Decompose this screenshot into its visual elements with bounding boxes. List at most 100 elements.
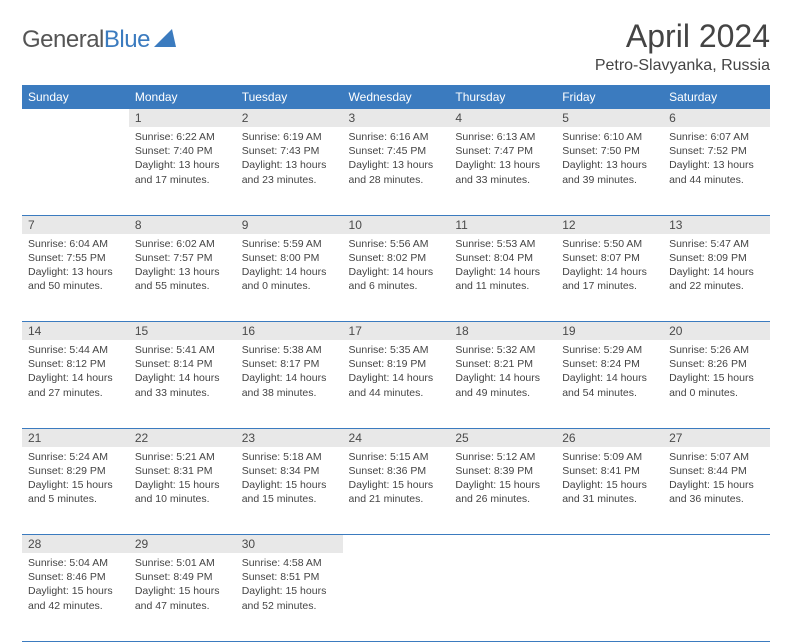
sunrise-line: Sunrise: 5:50 AM [562, 237, 657, 251]
day-number: 16 [236, 322, 343, 340]
sunset-line: Sunset: 8:36 PM [349, 464, 444, 478]
day-details: Sunrise: 5:41 AMSunset: 8:14 PMDaylight:… [129, 340, 236, 406]
day-cell [22, 127, 129, 215]
daylight-line: Daylight: 13 hours and 44 minutes. [669, 158, 764, 186]
day-number-cell [663, 535, 770, 554]
day-details: Sunrise: 5:24 AMSunset: 8:29 PMDaylight:… [22, 447, 129, 513]
day-cell: Sunrise: 6:22 AMSunset: 7:40 PMDaylight:… [129, 127, 236, 215]
day-number-cell: 11 [449, 215, 556, 234]
day-number: 29 [129, 535, 236, 553]
day-cell: Sunrise: 6:16 AMSunset: 7:45 PMDaylight:… [343, 127, 450, 215]
day-number-cell: 15 [129, 322, 236, 341]
daylight-line: Daylight: 15 hours and 36 minutes. [669, 478, 764, 506]
day-number-row: 123456 [22, 109, 770, 127]
sunrise-line: Sunrise: 5:01 AM [135, 556, 230, 570]
day-cell: Sunrise: 6:13 AMSunset: 7:47 PMDaylight:… [449, 127, 556, 215]
month-title: April 2024 [595, 18, 770, 55]
day-number: 9 [236, 216, 343, 234]
day-number-row: 282930 [22, 535, 770, 554]
header: GeneralBlue April 2024 Petro-Slavyanka, … [22, 18, 770, 75]
day-number: 12 [556, 216, 663, 234]
daylight-line: Daylight: 14 hours and 49 minutes. [455, 371, 550, 399]
sunrise-line: Sunrise: 5:56 AM [349, 237, 444, 251]
daylight-line: Daylight: 13 hours and 39 minutes. [562, 158, 657, 186]
sunrise-line: Sunrise: 6:02 AM [135, 237, 230, 251]
day-details: Sunrise: 5:15 AMSunset: 8:36 PMDaylight:… [343, 447, 450, 513]
logo-part2: Blue [104, 26, 150, 53]
day-details: Sunrise: 5:29 AMSunset: 8:24 PMDaylight:… [556, 340, 663, 406]
sunrise-line: Sunrise: 5:41 AM [135, 343, 230, 357]
daylight-line: Daylight: 15 hours and 52 minutes. [242, 584, 337, 612]
day-number: 17 [343, 322, 450, 340]
sunset-line: Sunset: 7:43 PM [242, 144, 337, 158]
day-cell: Sunrise: 6:02 AMSunset: 7:57 PMDaylight:… [129, 234, 236, 322]
daylight-line: Daylight: 14 hours and 54 minutes. [562, 371, 657, 399]
weekday-header: Monday [129, 85, 236, 109]
day-number-cell: 26 [556, 428, 663, 447]
day-number: 14 [22, 322, 129, 340]
day-number-cell: 24 [343, 428, 450, 447]
day-details: Sunrise: 5:26 AMSunset: 8:26 PMDaylight:… [663, 340, 770, 406]
day-number-cell: 10 [343, 215, 450, 234]
title-block: April 2024 Petro-Slavyanka, Russia [595, 18, 770, 75]
day-details: Sunrise: 6:19 AMSunset: 7:43 PMDaylight:… [236, 127, 343, 193]
logo: GeneralBlue [22, 26, 176, 54]
day-number-cell [22, 109, 129, 127]
daylight-line: Daylight: 15 hours and 0 minutes. [669, 371, 764, 399]
sunset-line: Sunset: 8:26 PM [669, 357, 764, 371]
day-number-row: 78910111213 [22, 215, 770, 234]
sunset-line: Sunset: 8:39 PM [455, 464, 550, 478]
sunrise-line: Sunrise: 6:07 AM [669, 130, 764, 144]
day-cell: Sunrise: 5:47 AMSunset: 8:09 PMDaylight:… [663, 234, 770, 322]
day-cell [343, 553, 450, 641]
sunset-line: Sunset: 7:47 PM [455, 144, 550, 158]
sunrise-line: Sunrise: 5:47 AM [669, 237, 764, 251]
sunset-line: Sunset: 8:41 PM [562, 464, 657, 478]
day-number: 19 [556, 322, 663, 340]
day-number-cell: 13 [663, 215, 770, 234]
sunrise-line: Sunrise: 4:58 AM [242, 556, 337, 570]
sunrise-line: Sunrise: 5:29 AM [562, 343, 657, 357]
day-details: Sunrise: 5:12 AMSunset: 8:39 PMDaylight:… [449, 447, 556, 513]
sunset-line: Sunset: 8:14 PM [135, 357, 230, 371]
weekday-header: Saturday [663, 85, 770, 109]
day-number-cell: 9 [236, 215, 343, 234]
day-content-row: Sunrise: 6:04 AMSunset: 7:55 PMDaylight:… [22, 234, 770, 322]
day-number: 23 [236, 429, 343, 447]
sunrise-line: Sunrise: 5:09 AM [562, 450, 657, 464]
day-details: Sunrise: 5:09 AMSunset: 8:41 PMDaylight:… [556, 447, 663, 513]
day-cell [556, 553, 663, 641]
daylight-line: Daylight: 15 hours and 15 minutes. [242, 478, 337, 506]
daylight-line: Daylight: 13 hours and 33 minutes. [455, 158, 550, 186]
day-cell: Sunrise: 5:41 AMSunset: 8:14 PMDaylight:… [129, 340, 236, 428]
day-details: Sunrise: 6:13 AMSunset: 7:47 PMDaylight:… [449, 127, 556, 193]
day-details: Sunrise: 5:01 AMSunset: 8:49 PMDaylight:… [129, 553, 236, 619]
sunset-line: Sunset: 8:29 PM [28, 464, 123, 478]
day-details: Sunrise: 5:21 AMSunset: 8:31 PMDaylight:… [129, 447, 236, 513]
daylight-line: Daylight: 15 hours and 31 minutes. [562, 478, 657, 506]
daylight-line: Daylight: 15 hours and 5 minutes. [28, 478, 123, 506]
day-number: 28 [22, 535, 129, 553]
day-cell: Sunrise: 5:07 AMSunset: 8:44 PMDaylight:… [663, 447, 770, 535]
day-number: 15 [129, 322, 236, 340]
day-details: Sunrise: 5:04 AMSunset: 8:46 PMDaylight:… [22, 553, 129, 619]
sunrise-line: Sunrise: 5:04 AM [28, 556, 123, 570]
day-details: Sunrise: 6:10 AMSunset: 7:50 PMDaylight:… [556, 127, 663, 193]
day-number-cell [343, 535, 450, 554]
weekday-header: Tuesday [236, 85, 343, 109]
day-details: Sunrise: 5:53 AMSunset: 8:04 PMDaylight:… [449, 234, 556, 300]
day-number-cell: 28 [22, 535, 129, 554]
sunrise-line: Sunrise: 5:35 AM [349, 343, 444, 357]
sunset-line: Sunset: 8:34 PM [242, 464, 337, 478]
sunrise-line: Sunrise: 5:38 AM [242, 343, 337, 357]
day-number: 2 [236, 109, 343, 127]
day-number-row: 21222324252627 [22, 428, 770, 447]
sunrise-line: Sunrise: 5:21 AM [135, 450, 230, 464]
day-number: 18 [449, 322, 556, 340]
day-content-row: Sunrise: 5:44 AMSunset: 8:12 PMDaylight:… [22, 340, 770, 428]
day-cell: Sunrise: 5:35 AMSunset: 8:19 PMDaylight:… [343, 340, 450, 428]
day-number-cell: 17 [343, 322, 450, 341]
day-content-row: Sunrise: 6:22 AMSunset: 7:40 PMDaylight:… [22, 127, 770, 215]
sunrise-line: Sunrise: 5:32 AM [455, 343, 550, 357]
day-cell: Sunrise: 5:38 AMSunset: 8:17 PMDaylight:… [236, 340, 343, 428]
